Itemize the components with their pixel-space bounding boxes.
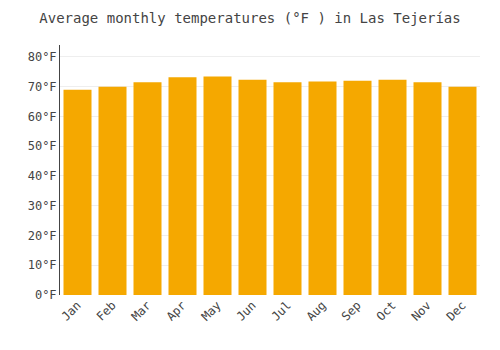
svg-text:Nov: Nov — [409, 298, 434, 323]
svg-text:40°F: 40°F — [28, 169, 57, 183]
svg-text:Mar: Mar — [129, 298, 154, 323]
svg-text:Sep: Sep — [339, 298, 364, 323]
svg-text:May: May — [199, 298, 224, 323]
svg-text:Average monthly temperatures (: Average monthly temperatures (°F ) in La… — [39, 10, 460, 26]
svg-text:Aug: Aug — [304, 298, 329, 323]
svg-text:Apr: Apr — [164, 298, 189, 323]
svg-text:Jun: Jun — [234, 298, 259, 323]
svg-text:30°F: 30°F — [28, 199, 57, 213]
svg-text:10°F: 10°F — [28, 258, 57, 272]
svg-text:60°F: 60°F — [28, 110, 57, 124]
svg-text:80°F: 80°F — [28, 50, 57, 64]
svg-text:20°F: 20°F — [28, 229, 57, 243]
svg-text:Jan: Jan — [59, 298, 84, 323]
svg-text:Feb: Feb — [94, 298, 119, 323]
svg-text:Dec: Dec — [444, 298, 469, 323]
svg-text:Oct: Oct — [374, 298, 399, 323]
svg-text:0°F: 0°F — [35, 288, 57, 302]
svg-text:50°F: 50°F — [28, 139, 57, 153]
svg-text:70°F: 70°F — [28, 80, 57, 94]
svg-text:Jul: Jul — [269, 298, 294, 323]
